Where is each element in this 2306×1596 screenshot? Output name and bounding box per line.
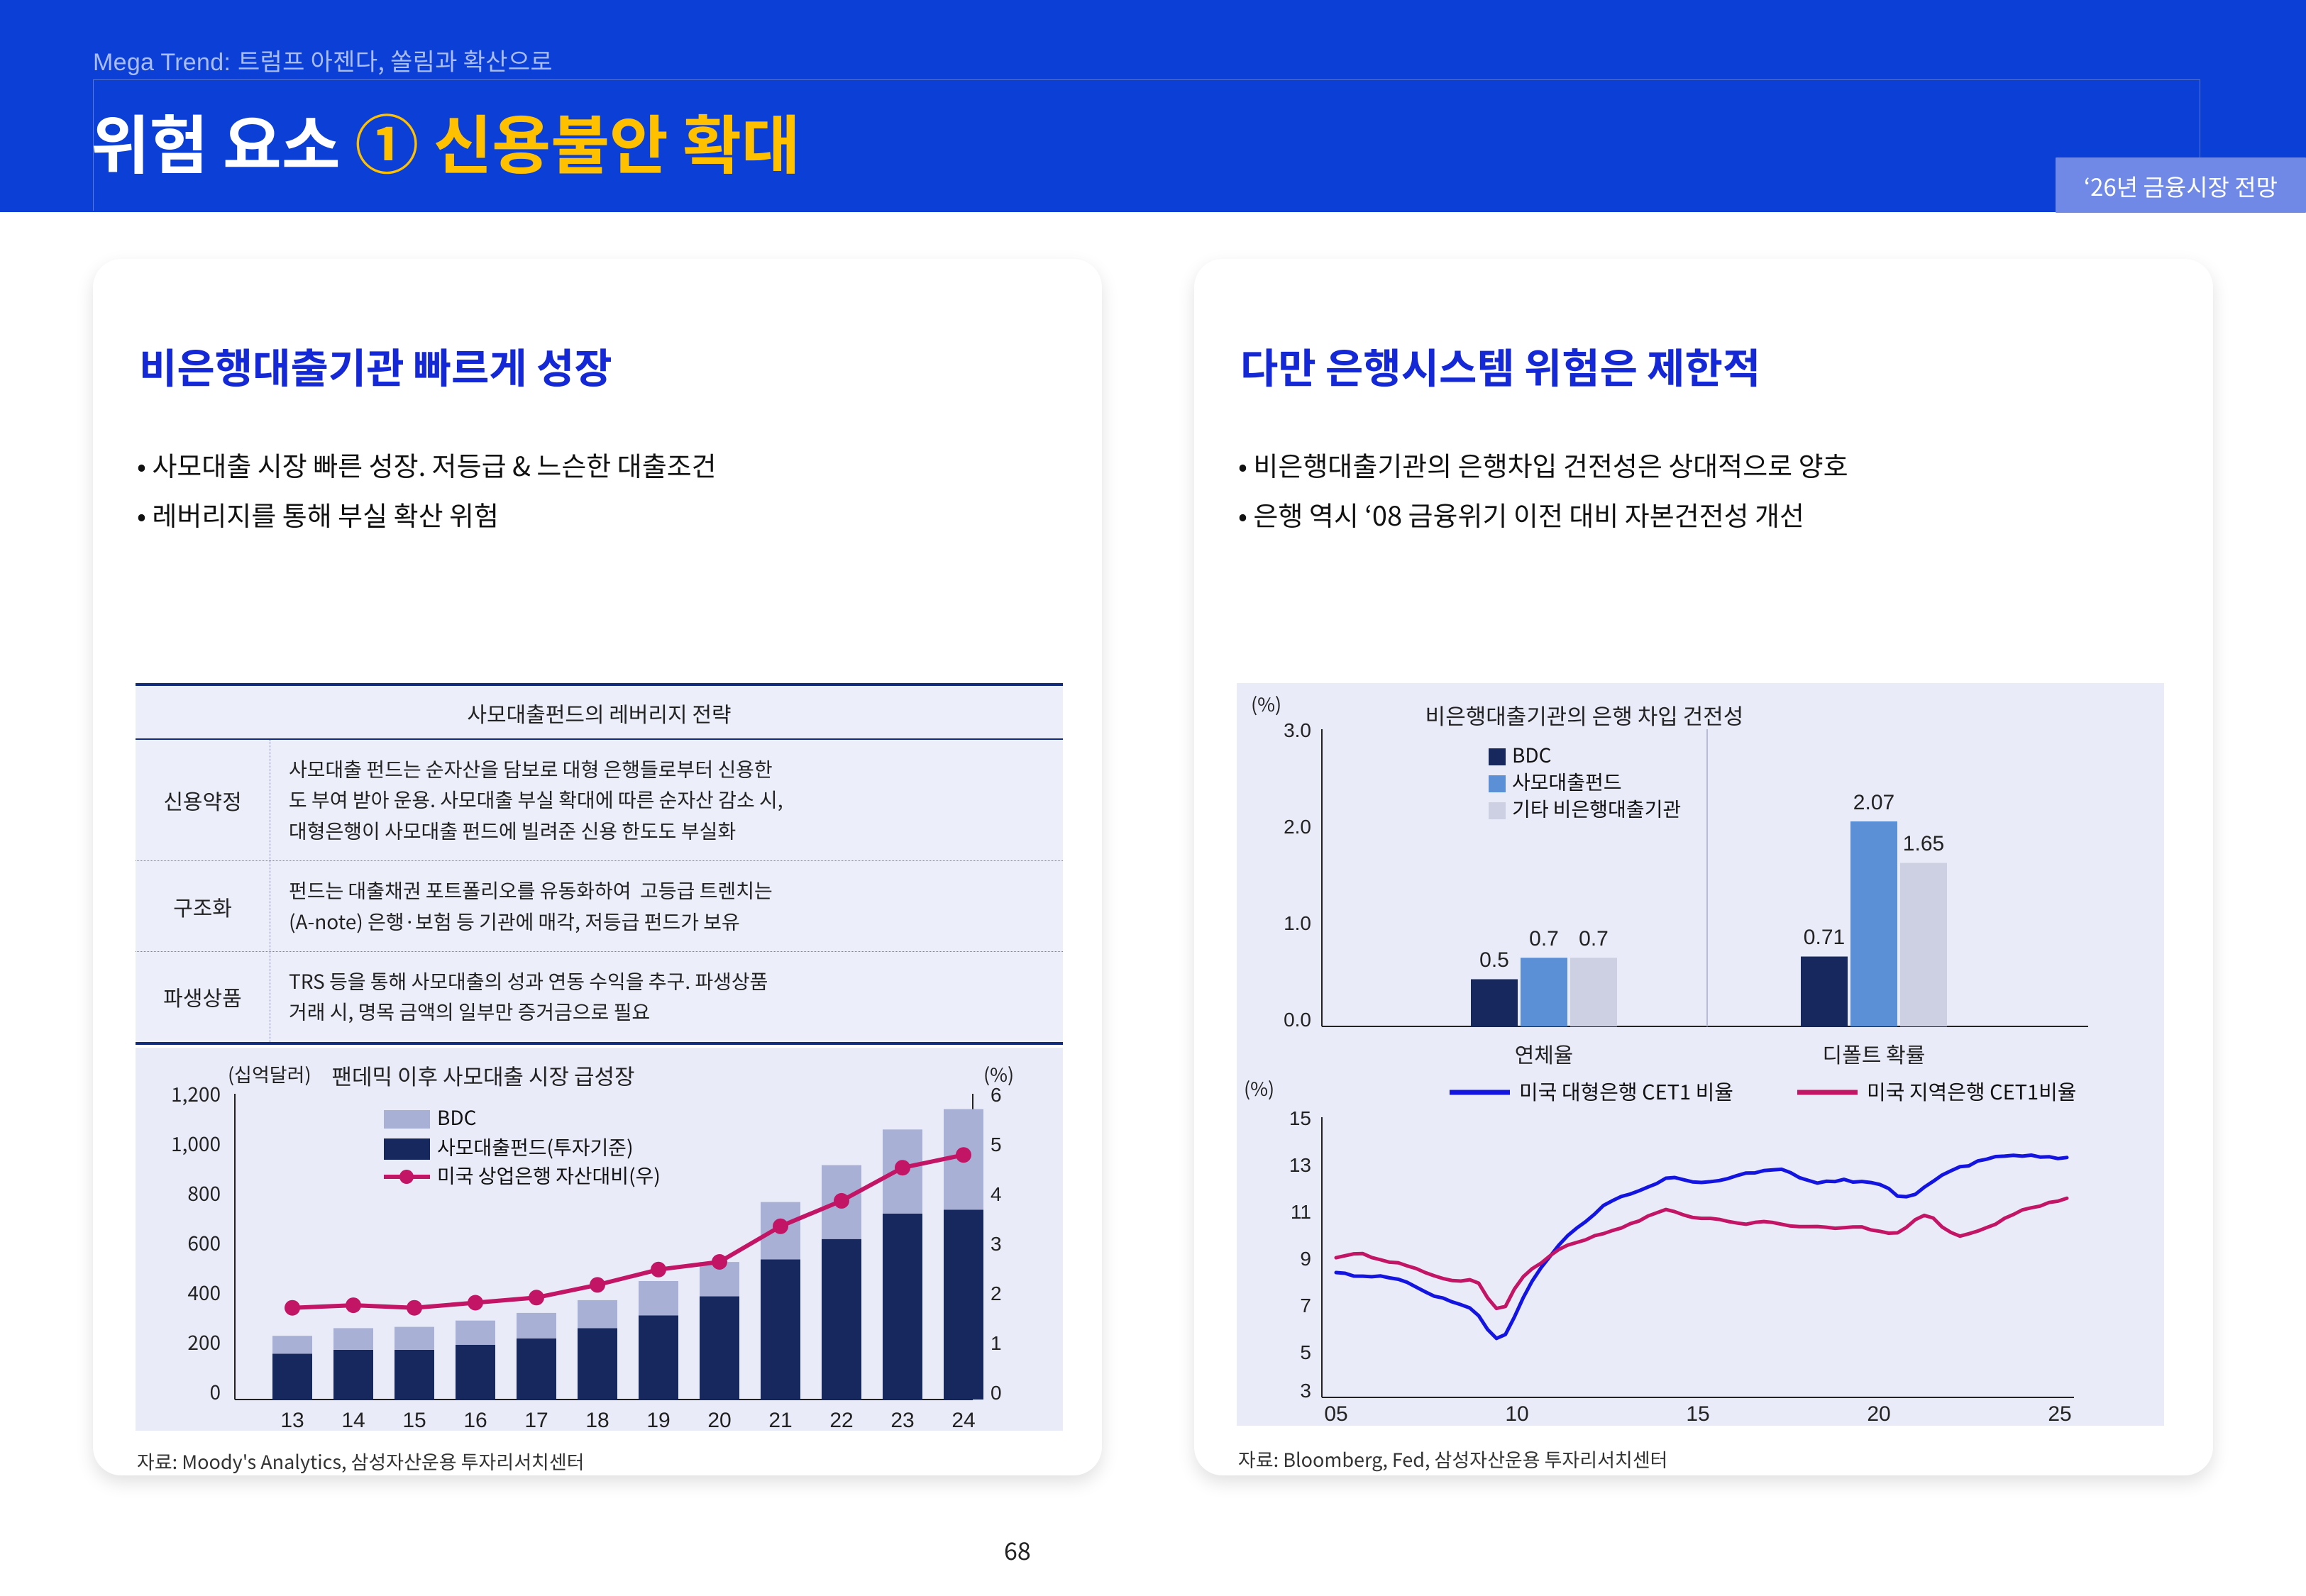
svg-text:6: 6 <box>991 1084 1002 1106</box>
svg-text:22: 22 <box>829 1409 853 1431</box>
svg-text:3: 3 <box>1300 1380 1311 1402</box>
svg-text:미국 대형은행 CET1 비율: 미국 대형은행 CET1 비율 <box>1519 1076 1733 1106</box>
svg-text:10: 10 <box>1505 1402 1528 1426</box>
svg-text:17: 17 <box>524 1409 548 1431</box>
svg-text:20: 20 <box>1867 1402 1890 1426</box>
svg-text:5: 5 <box>991 1134 1002 1156</box>
svg-text:13: 13 <box>1289 1154 1311 1176</box>
svg-text:미국 상업은행 자산대비(우): 미국 상업은행 자산대비(우) <box>437 1161 661 1190</box>
svg-text:800: 800 <box>187 1179 221 1207</box>
svg-text:기타 비은행대출기관: 기타 비은행대출기관 <box>1512 794 1681 823</box>
svg-text:4: 4 <box>991 1183 1002 1205</box>
svg-text:19: 19 <box>646 1409 670 1431</box>
svg-text:05: 05 <box>1324 1402 1347 1426</box>
svg-text:BDC: BDC <box>1512 741 1552 769</box>
svg-text:0.0: 0.0 <box>1284 1009 1311 1031</box>
svg-text:15: 15 <box>1686 1402 1709 1426</box>
svg-text:15: 15 <box>402 1409 426 1431</box>
svg-text:0.7: 0.7 <box>1529 927 1559 951</box>
svg-text:1,200: 1,200 <box>171 1080 221 1108</box>
svg-text:미국 지역은행 CET1비율: 미국 지역은행 CET1비율 <box>1867 1076 2076 1106</box>
svg-text:9: 9 <box>1300 1248 1311 1270</box>
svg-text:0.5: 0.5 <box>1479 948 1509 972</box>
svg-text:0.71: 0.71 <box>1804 926 1845 949</box>
svg-text:디폴트 확률: 디폴트 확률 <box>1823 1038 1926 1069</box>
svg-text:3: 3 <box>991 1233 1002 1255</box>
svg-text:5: 5 <box>1300 1341 1311 1363</box>
svg-text:21: 21 <box>768 1409 792 1431</box>
svg-text:(십억달러): (십억달러) <box>228 1060 311 1087</box>
svg-text:팬데믹 이후 사모대출 시장 급성장: 팬데믹 이후 사모대출 시장 급성장 <box>331 1059 634 1091</box>
svg-text:25: 25 <box>2048 1402 2071 1426</box>
svg-text:7: 7 <box>1300 1295 1311 1317</box>
svg-text:23: 23 <box>890 1409 914 1431</box>
svg-text:사모대출펀드: 사모대출펀드 <box>1512 767 1622 796</box>
svg-text:1.0: 1.0 <box>1284 912 1311 934</box>
svg-text:20: 20 <box>707 1409 731 1431</box>
svg-text:0: 0 <box>209 1378 221 1406</box>
svg-text:11: 11 <box>1291 1201 1311 1223</box>
svg-text:18: 18 <box>585 1409 609 1431</box>
svg-text:1: 1 <box>991 1332 1002 1354</box>
svg-text:사모대출펀드(투자기준): 사모대출펀드(투자기준) <box>437 1133 634 1161</box>
svg-text:0: 0 <box>991 1382 1002 1404</box>
svg-text:13: 13 <box>280 1409 304 1431</box>
svg-text:200: 200 <box>187 1328 221 1356</box>
svg-text:16: 16 <box>463 1409 487 1431</box>
svg-text:14: 14 <box>341 1409 365 1431</box>
svg-text:15: 15 <box>1289 1107 1311 1129</box>
svg-text:2.07: 2.07 <box>1853 791 1894 814</box>
svg-text:3.0: 3.0 <box>1284 719 1311 741</box>
svg-text:600: 600 <box>187 1229 221 1257</box>
svg-text:연체율: 연체율 <box>1515 1038 1574 1069</box>
svg-text:0.7: 0.7 <box>1579 927 1609 951</box>
svg-text:1,000: 1,000 <box>171 1129 221 1158</box>
svg-text:2.0: 2.0 <box>1284 816 1311 838</box>
svg-text:2: 2 <box>991 1282 1002 1304</box>
svg-text:(%): (%) <box>1244 1074 1274 1102</box>
svg-text:비은행대출기관의 은행 차입 건전성: 비은행대출기관의 은행 차입 건전성 <box>1425 699 1744 731</box>
svg-text:24: 24 <box>951 1409 975 1431</box>
svg-text:1.65: 1.65 <box>1903 832 1944 855</box>
svg-text:BDC: BDC <box>437 1103 477 1131</box>
svg-text:400: 400 <box>187 1278 221 1307</box>
svg-text:(%): (%) <box>1251 689 1281 717</box>
